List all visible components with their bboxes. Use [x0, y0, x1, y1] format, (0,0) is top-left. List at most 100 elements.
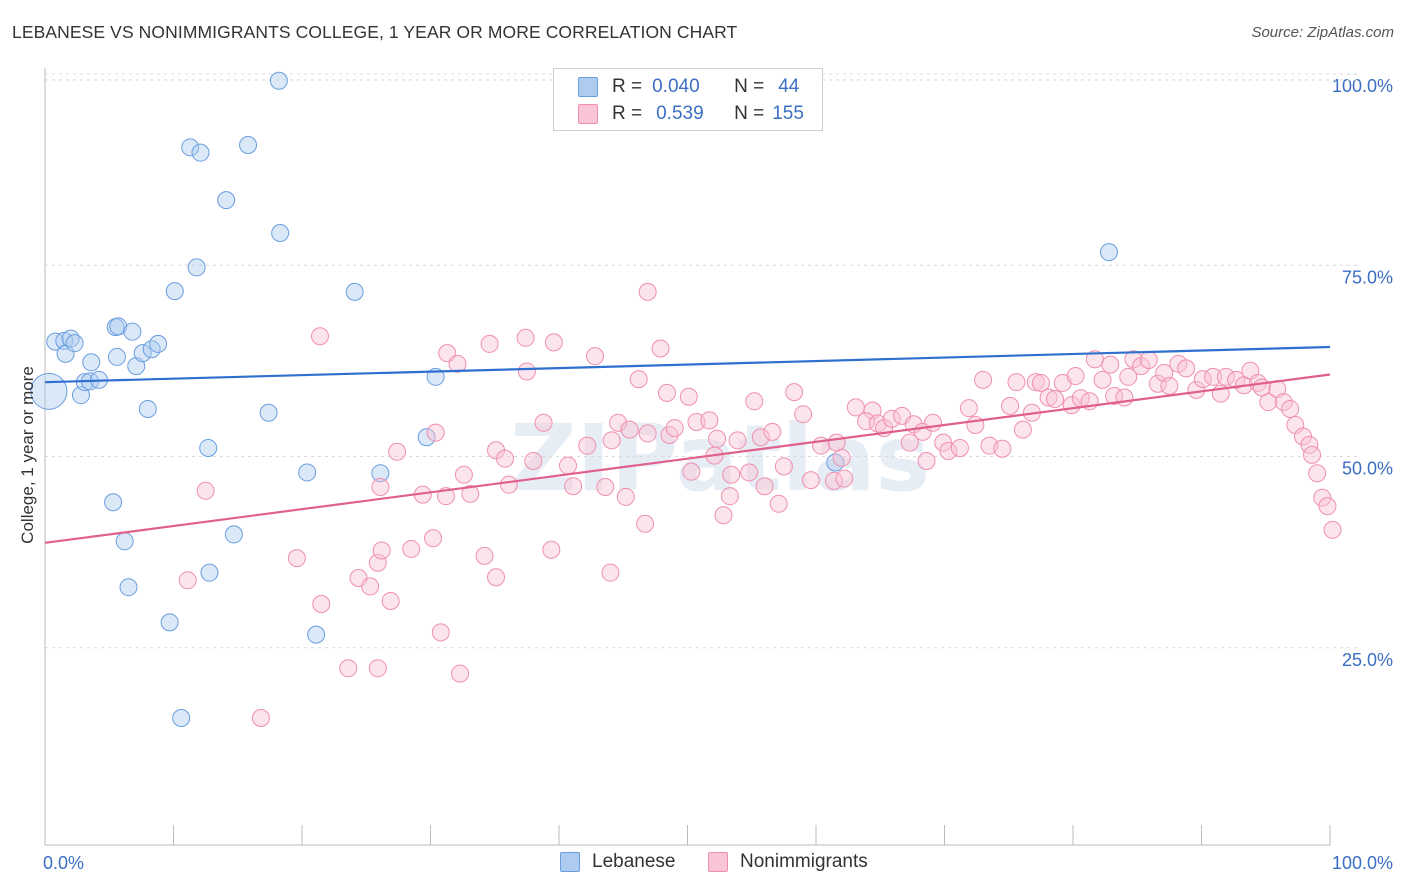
legend-item-lebanese[interactable]: Lebanese	[560, 851, 675, 873]
lebanese-point	[298, 463, 317, 482]
r-label: R =	[612, 76, 643, 97]
lebanese-point	[417, 428, 436, 447]
nonimmigrants-point	[448, 354, 467, 373]
nonimmigrants-point	[534, 413, 553, 432]
y-tick-label: 75.0%	[1342, 267, 1393, 287]
lebanese-swatch	[578, 77, 598, 97]
lebanese-point	[65, 334, 84, 353]
source-label: Source: ZipAtlas.com	[1251, 24, 1394, 41]
nonimmigrants-point	[451, 664, 470, 683]
nonimmigrants-point	[769, 494, 788, 513]
nonimmigrants-point	[755, 477, 774, 496]
nonimmigrants-point	[682, 462, 701, 481]
lebanese-point	[200, 563, 219, 582]
lebanese-legend-swatch	[560, 852, 580, 872]
nonimmigrants-point	[1204, 367, 1223, 386]
nonimmigrants-point	[974, 370, 993, 389]
nonimmigrants-point	[371, 477, 390, 496]
legend-label-lebanese: Lebanese	[592, 851, 676, 872]
nonimmigrants-point	[524, 451, 543, 470]
nonimmigrants-point	[993, 439, 1012, 458]
nonimmigrants-point	[601, 563, 620, 582]
lebanese-point	[224, 525, 243, 544]
nonimmigrants-point	[1124, 350, 1143, 369]
r-label: R =	[612, 103, 643, 124]
legend-item-nonimmigrants[interactable]: Nonimmigrants	[708, 851, 868, 873]
nonimmigrants-point	[1308, 464, 1327, 483]
nonimmigrants-point	[1177, 359, 1196, 378]
lebanese-point	[172, 709, 191, 728]
nonimmigrants-point	[745, 392, 764, 411]
nonimmigrants-point	[381, 591, 400, 610]
lebanese-point	[259, 403, 278, 422]
lebanese-point	[199, 438, 218, 457]
nonimmigrants-point	[1007, 373, 1026, 392]
nonimmigrants-n-value: 155	[772, 103, 804, 124]
nonimmigrants-point	[1281, 399, 1300, 418]
nonimmigrants-point	[1066, 367, 1085, 386]
y-tick-label: 25.0%	[1342, 650, 1393, 670]
lebanese-point	[123, 322, 142, 341]
nonimmigrants-point	[959, 399, 978, 418]
nonimmigrants-point	[1101, 355, 1120, 374]
nonimmigrants-point	[1160, 377, 1179, 395]
lebanese-point	[191, 143, 210, 162]
nonimmigrants-point	[629, 370, 648, 389]
nonimmigrants-point	[1303, 445, 1322, 464]
nonimmigrants-point	[516, 328, 535, 347]
nonimmigrants-point	[1274, 393, 1293, 412]
nonimmigrants-point	[178, 571, 197, 590]
nonimmigrants-point	[934, 433, 953, 452]
lebanese-point	[46, 332, 65, 351]
lebanese-point	[109, 317, 128, 336]
nonimmigrants-point	[832, 448, 851, 467]
nonimmigrants-point	[1323, 520, 1342, 539]
nonimmigrants-r-value: 0.539	[656, 103, 704, 124]
lebanese-r-value: 0.040	[652, 76, 700, 97]
nonimmigrants-point	[900, 433, 919, 452]
lebanese-point	[826, 453, 845, 472]
lebanese-point	[82, 353, 101, 372]
nonimmigrants-point	[1039, 388, 1058, 407]
lebanese-point	[271, 224, 290, 242]
series-legend: Lebanese Nonimmigrants	[0, 851, 1406, 877]
lebanese-point	[149, 334, 168, 353]
nonimmigrants-point	[1013, 420, 1032, 439]
nonimmigrants-point	[1093, 370, 1112, 389]
nonimmigrants-point	[1313, 488, 1332, 507]
nonimmigrants-point	[708, 429, 727, 448]
nonimmigrants-point	[499, 475, 518, 494]
nonimmigrants-point	[1026, 373, 1045, 392]
lebanese-point	[133, 344, 152, 363]
nonimmigrants-point	[1119, 367, 1138, 386]
nonimmigrants-point	[657, 383, 676, 402]
nonimmigrants-point	[196, 481, 215, 500]
nonimmigrants-point	[339, 659, 358, 678]
nonimmigrants-point	[585, 347, 604, 366]
lebanese-point	[104, 493, 123, 512]
nonimmigrants-point	[620, 420, 639, 439]
nonimmigrants-point	[361, 577, 380, 596]
nonimmigrants-point	[1216, 367, 1235, 386]
nonimmigrants-point	[402, 539, 421, 558]
nonimmigrants-legend-swatch	[708, 852, 728, 872]
nonimmigrants-point	[1031, 373, 1050, 392]
nonimmigrants-point	[687, 412, 706, 431]
nonimmigrants-point	[1115, 388, 1134, 407]
nonimmigrants-point	[679, 387, 698, 406]
nonimmigrants-point	[700, 411, 719, 430]
nonimmigrants-point	[596, 477, 615, 496]
nonimmigrants-point	[372, 541, 391, 560]
nonimmigrants-point	[966, 416, 985, 435]
nonimmigrants-point	[388, 442, 407, 461]
nonimmigrants-point	[835, 469, 854, 488]
x-tick-label-min: 0.0%	[43, 853, 84, 873]
lebanese-point	[160, 613, 179, 632]
lebanese-point	[165, 282, 184, 301]
nonimmigrants-point	[801, 471, 820, 490]
lebanese-point	[307, 625, 326, 644]
nonimmigrants-point	[310, 327, 329, 346]
nonimmigrants-point	[461, 484, 480, 503]
lebanese-point	[107, 347, 126, 366]
nonimmigrants-point	[882, 409, 901, 428]
